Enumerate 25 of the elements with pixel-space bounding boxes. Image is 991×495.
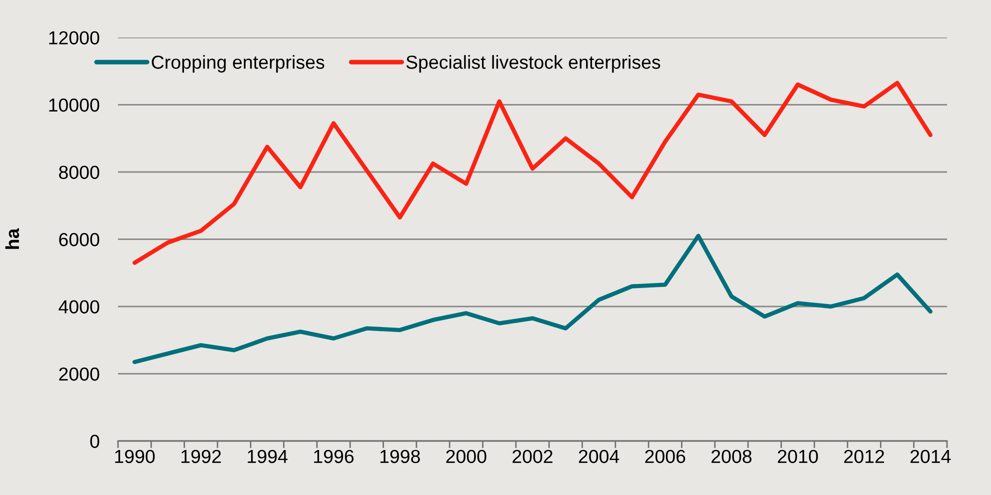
y-tick-label: 4000 — [58, 300, 100, 314]
x-tick-label: 1990 — [115, 450, 155, 464]
x-tick-label: 1996 — [314, 450, 354, 464]
x-tick-label: 2002 — [512, 450, 552, 464]
legend-label: Specialist livestock enterprises — [406, 55, 660, 73]
x-tick-label: 2012 — [844, 450, 884, 464]
x-tick-label: 1994 — [248, 450, 288, 464]
y-tick-label: 10000 — [49, 98, 100, 112]
x-tick-label: 2000 — [446, 450, 486, 464]
legend-label: Cropping enterprises — [152, 55, 324, 73]
y-tick-label: 2000 — [59, 367, 100, 381]
y-tick-label: 0 — [90, 434, 100, 448]
x-tick-label: 2006 — [645, 450, 686, 464]
line-series — [132, 80, 933, 265]
y-tick-label: 8000 — [59, 166, 100, 179]
x-tick-label: 2008 — [712, 450, 752, 464]
y-tick-label: 12000 — [49, 31, 100, 44]
x-tick-label: 2010 — [778, 450, 818, 464]
x-tick-label: 2004 — [578, 450, 620, 464]
y-tick-label: 6000 — [59, 232, 100, 246]
x-tick-label: 1992 — [181, 450, 221, 464]
y-axis-title: ha — [5, 228, 20, 249]
x-tick-label: 1998 — [380, 450, 420, 464]
x-tick-label: 2014 — [910, 450, 951, 464]
line-series — [132, 234, 933, 364]
